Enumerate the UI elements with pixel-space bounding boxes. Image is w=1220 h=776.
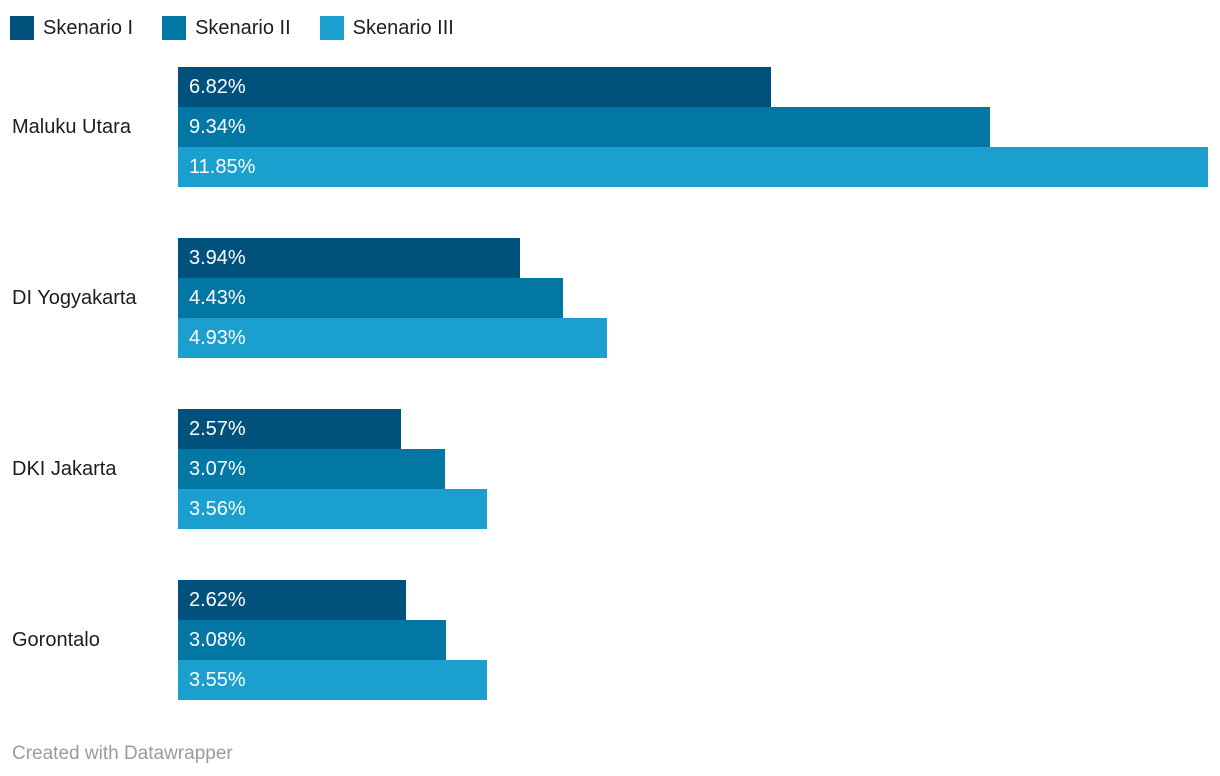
legend-swatch-skenario-iii — [319, 16, 344, 40]
legend-swatch-skenario-i — [10, 16, 34, 40]
bar-skenario-iii-di-yogyakarta: 4.93% — [178, 318, 607, 358]
chart-row-gorontalo: Gorontalo 2.62% 3.08% 3.55% — [0, 580, 1220, 700]
bar-skenario-ii-gorontalo: 3.08% — [178, 620, 446, 660]
bar-skenario-iii-maluku-utara: 11.85% — [178, 147, 1208, 187]
bar-group: 2.62% 3.08% 3.55% — [178, 580, 1208, 700]
legend-item-skenario-iii: Skenario III — [319, 16, 454, 40]
bar-skenario-i-maluku-utara: 6.82% — [178, 67, 771, 107]
bar-skenario-ii-maluku-utara: 9.34% — [178, 107, 990, 147]
category-label: DKI Jakarta — [12, 457, 117, 480]
bar-value-label: 3.56% — [189, 497, 246, 520]
bar-skenario-i-di-yogyakarta: 3.94% — [178, 238, 521, 278]
legend: Skenario I Skenario II Skenario III — [10, 16, 1220, 40]
bar-value-label: 3.94% — [189, 246, 246, 269]
legend-label: Skenario II — [195, 17, 291, 39]
bar-group: 3.94% 4.43% 4.93% — [178, 238, 1208, 358]
chart-row-di-yogyakarta: DI Yogyakarta 3.94% 4.43% 4.93% — [0, 238, 1220, 358]
category-label: Gorontalo — [12, 628, 100, 651]
bar-group: 2.57% 3.07% 3.56% — [178, 409, 1208, 529]
bar-value-label: 3.55% — [189, 668, 246, 691]
bar-value-label: 4.43% — [189, 286, 246, 309]
bar-group: 6.82% 9.34% 11.85% — [178, 67, 1208, 187]
chart-row-maluku-utara: Maluku Utara 6.82% 9.34% 11.85% — [0, 67, 1220, 187]
bar-value-label: 4.93% — [189, 326, 246, 349]
grouped-bar-chart: Maluku Utara 6.82% 9.34% 11.85% DI Yogyakart… — [0, 67, 1220, 700]
legend-label: Skenario III — [352, 17, 454, 39]
legend-item-skenario-i: Skenario I — [10, 16, 133, 40]
category-label: Maluku Utara — [12, 115, 131, 138]
bar-value-label: 3.08% — [189, 628, 246, 651]
bar-skenario-ii-di-yogyakarta: 4.43% — [178, 278, 564, 318]
bar-skenario-iii-dki-jakarta: 3.56% — [178, 489, 488, 529]
legend-swatch-skenario-ii — [162, 16, 187, 40]
category-label: DI Yogyakarta — [12, 286, 137, 309]
bar-skenario-ii-dki-jakarta: 3.07% — [178, 449, 445, 489]
bar-value-label: 3.07% — [189, 457, 246, 480]
bar-value-label: 9.34% — [189, 115, 246, 138]
bar-value-label: 2.57% — [189, 417, 246, 440]
bar-skenario-iii-gorontalo: 3.55% — [178, 660, 487, 700]
bar-skenario-i-gorontalo: 2.62% — [178, 580, 406, 620]
chart-footer: Created with Datawrapper — [12, 743, 1220, 765]
legend-item-skenario-ii: Skenario II — [162, 16, 291, 40]
chart-row-dki-jakarta: DKI Jakarta 2.57% 3.07% 3.56% — [0, 409, 1220, 529]
datawrapper-credit-link[interactable]: Created with Datawrapper — [12, 743, 233, 764]
bar-skenario-i-dki-jakarta: 2.57% — [178, 409, 402, 449]
bar-value-label: 6.82% — [189, 75, 246, 98]
bar-value-label: 2.62% — [189, 588, 246, 611]
legend-label: Skenario I — [43, 17, 134, 39]
bar-value-label: 11.85% — [189, 155, 256, 178]
